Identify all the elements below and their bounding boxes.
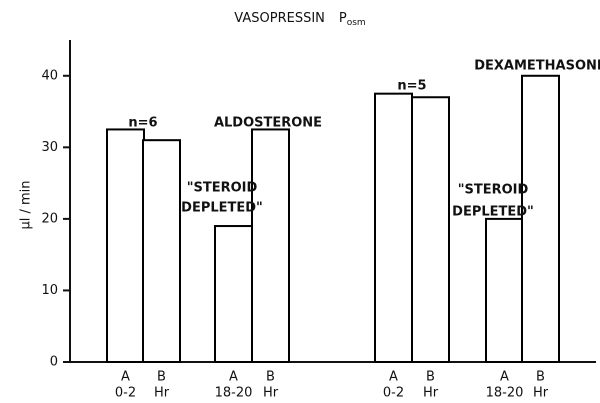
x-tick-label: A [229, 370, 238, 385]
x-sublabel: 0-2 [115, 386, 136, 401]
x-tick-label: B [157, 370, 166, 385]
annotation: DEPLETED" [452, 205, 534, 220]
annotation: ALDOSTERONE [214, 116, 322, 131]
x-sublabel: 18-20 [215, 386, 253, 401]
bar [214, 225, 253, 363]
x-sublabel: Hr [154, 386, 170, 401]
y-tick-label: 0 [50, 355, 58, 370]
annotation: DEPLETED" [181, 201, 263, 216]
y-tick-label: 40 [41, 68, 58, 83]
x-sublabel: Hr [263, 386, 279, 401]
y-axis-label: μl / min [19, 180, 34, 229]
y-tick-label: 30 [41, 140, 58, 155]
title-variable: P [339, 11, 347, 26]
x-tick-label: B [426, 370, 435, 385]
annotation: "STEROID [458, 183, 529, 198]
bar [411, 96, 450, 363]
bar [142, 139, 181, 363]
annotation: DEXAMETHASONE [474, 59, 600, 74]
bar [251, 128, 290, 363]
x-tick-label: B [266, 370, 275, 385]
title-main: VASOPRESSIN [234, 11, 325, 26]
chart-title: VASOPRESSIN Posm [234, 11, 365, 28]
y-tick-label: 10 [41, 283, 58, 298]
bar [521, 74, 560, 364]
x-tick-label: A [389, 370, 398, 385]
title-subscript: osm [347, 18, 366, 28]
x-sublabel: Hr [533, 386, 549, 401]
annotation: "STEROID [187, 181, 258, 196]
bar [106, 128, 145, 363]
x-sublabel: 0-2 [383, 386, 404, 401]
annotation: n=6 [128, 116, 157, 131]
x-sublabel: Hr [423, 386, 439, 401]
x-tick-label: B [536, 370, 545, 385]
y-tick-label: 20 [41, 211, 58, 226]
bar [485, 217, 524, 363]
bar [374, 92, 413, 364]
annotation: n=5 [397, 79, 426, 94]
x-sublabel: 18-20 [486, 386, 524, 401]
x-tick-label: A [121, 370, 130, 385]
x-tick-label: A [500, 370, 509, 385]
